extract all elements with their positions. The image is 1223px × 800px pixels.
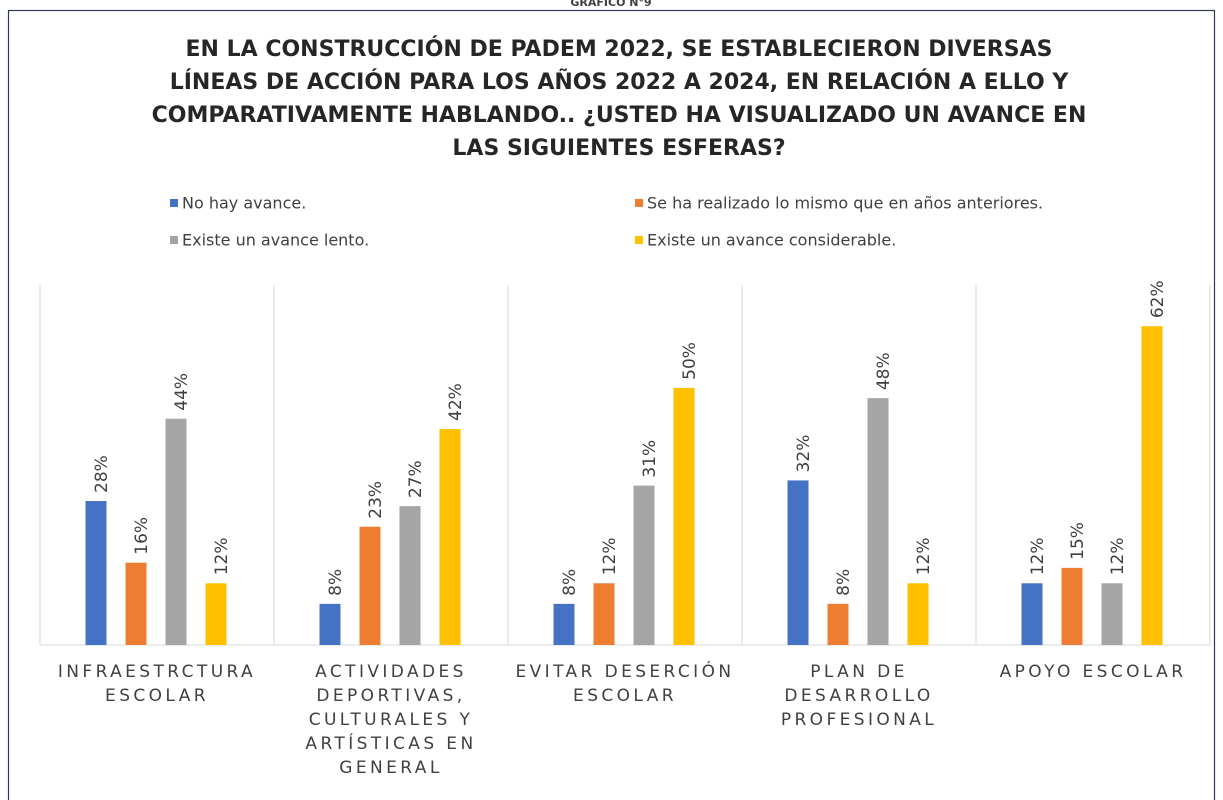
bar	[125, 562, 147, 645]
bar	[85, 501, 107, 645]
chart-title: EN LA CONSTRUCCIÓN DE PADEM 2022, SE EST…	[151, 37, 1087, 161]
bar	[359, 526, 381, 645]
bar	[827, 603, 849, 645]
value-label: 16%	[132, 517, 152, 555]
value-label: 44%	[172, 373, 192, 411]
bar	[1101, 583, 1123, 645]
bar	[439, 429, 461, 645]
bar	[633, 485, 655, 645]
legend-swatch	[635, 236, 643, 244]
value-label: 8%	[834, 569, 854, 596]
legend-label: Existe un avance considerable.	[647, 231, 896, 250]
header: GRÁFICO N°9	[570, 0, 651, 9]
x-tick-label: PLAN DE DESARROLLO PROFESIONAL	[780, 662, 938, 730]
legend-swatch	[170, 236, 178, 244]
legend-label: Se ha realizado lo mismo que en años ant…	[647, 194, 1043, 213]
x-tick-label: EVITAR DESERCIÓN ESCOLAR	[515, 662, 735, 706]
frame	[7, 9, 1216, 800]
bar	[867, 398, 889, 645]
legend-label: No hay avance.	[182, 194, 306, 213]
bar	[673, 387, 695, 645]
value-label: 23%	[366, 481, 386, 519]
value-label: 28%	[92, 455, 112, 493]
bar	[399, 506, 421, 645]
value-label: 32%	[794, 435, 814, 473]
value-label: 48%	[874, 352, 894, 390]
value-label: 12%	[914, 537, 934, 575]
legend-swatch	[635, 199, 643, 207]
bar	[787, 480, 809, 645]
value-label: 62%	[1148, 280, 1168, 318]
value-label: 15%	[1068, 522, 1088, 560]
bar	[1021, 583, 1043, 645]
x-tick-label: INFRAESTRCTURA ESCOLAR	[57, 662, 257, 706]
x-tick-label: APOYO ESCOLAR	[999, 662, 1187, 682]
bar	[1141, 326, 1163, 645]
legend-label: Existe un avance lento.	[182, 231, 369, 250]
value-label: 12%	[1028, 537, 1048, 575]
bar	[553, 603, 575, 645]
x-tick-label: ACTIVIDADES DEPORTIVAS, CULTURALES Y ART…	[305, 662, 477, 778]
value-label: 12%	[1108, 537, 1128, 575]
bar	[319, 603, 341, 645]
bar	[165, 418, 187, 645]
value-label: 31%	[640, 440, 660, 478]
bar	[205, 583, 227, 645]
legend-swatch	[170, 199, 178, 207]
value-label: 50%	[680, 342, 700, 380]
value-label: 12%	[212, 537, 232, 575]
bar	[1061, 567, 1083, 645]
value-label: 27%	[406, 460, 426, 498]
value-label: 8%	[560, 569, 580, 596]
value-label: 42%	[446, 383, 466, 421]
bar	[907, 583, 929, 645]
bar	[593, 583, 615, 645]
value-label: 12%	[600, 537, 620, 575]
value-label: 8%	[326, 569, 346, 596]
